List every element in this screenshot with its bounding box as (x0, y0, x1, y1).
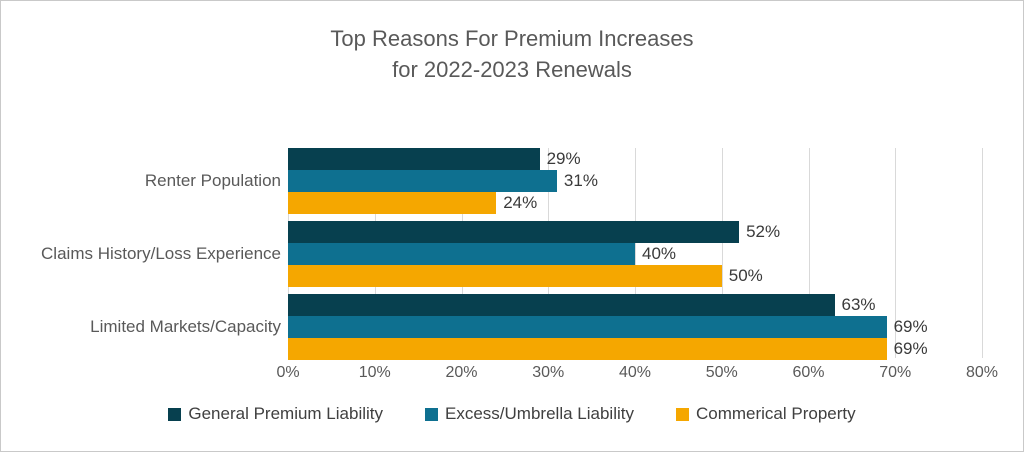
category-label: Claims History/Loss Experience (41, 244, 281, 263)
value-axis: 0% 10% 20% 30% 40% 50% 60% 70% 80% (276, 364, 998, 384)
chart-title-line-1: Top Reasons For Premium Increases (330, 26, 694, 51)
legend-swatch-icon (425, 407, 439, 421)
legend-swatch-icon (168, 407, 182, 421)
bar-1-2 (288, 221, 740, 243)
bar-3-2 (288, 265, 722, 287)
gridline (808, 148, 810, 358)
bar-data-label: 69% (893, 339, 928, 358)
legend-label: General Premium Liability (188, 404, 384, 423)
bar-data-label: 69% (893, 317, 928, 336)
category-label: Renter Population (144, 171, 281, 190)
gridline (895, 148, 897, 358)
legend-item: Commerical Property (675, 404, 856, 424)
bar-1-3 (288, 294, 835, 316)
bar-data-label: 29% (546, 149, 581, 168)
category-axis: Renter Population Claims History/Loss Exp… (1, 148, 281, 360)
legend: General Premium Liability Excess/Umbrella… (1, 404, 1023, 424)
x-axis-tick-label: 60% (792, 364, 825, 381)
legend-label: Excess/Umbrella Liability (445, 404, 634, 423)
bar-2-3 (288, 316, 887, 338)
bar-1-1 (288, 148, 540, 170)
gridline (635, 148, 636, 358)
x-axis-tick-label: 80% (965, 364, 999, 381)
x-axis-tick-label: 0% (276, 364, 300, 381)
bar-data-label: 63% (841, 295, 876, 314)
x-axis-tick-label: 10% (358, 364, 391, 381)
category-label: Limited Markets/Capacity (90, 317, 281, 336)
bar-data-label: 31% (563, 171, 598, 190)
plot-area: 29% 31% 24% 52% 40% 50% 63% 69% 69% (288, 148, 983, 360)
bar-data-label: 24% (503, 193, 538, 212)
bar-data-label: 50% (728, 266, 763, 285)
legend-label: Commerical Property (695, 404, 856, 423)
chart-title: Top Reasons For Premium Increases for 20… (1, 23, 1023, 85)
x-axis-tick-label: 20% (445, 364, 478, 381)
bar-2-1 (288, 170, 557, 192)
gridline (721, 148, 723, 358)
legend-item: Excess/Umbrella Liability (425, 404, 634, 424)
x-axis-tick-label: 50% (705, 364, 738, 381)
legend-swatch-icon (675, 407, 689, 421)
bar-3-3 (288, 338, 887, 360)
bar-data-label: 52% (746, 222, 781, 241)
bar-2-2 (288, 243, 635, 265)
x-axis-tick-label: 30% (532, 364, 565, 381)
legend-item: General Premium Liability (168, 404, 383, 424)
x-axis-tick-label: 70% (879, 364, 912, 381)
bar-data-label: 40% (642, 244, 677, 263)
bar-3-1 (288, 192, 497, 214)
gridline (982, 148, 983, 358)
chart-title-line-2: for 2022-2023 Renewals (392, 57, 632, 82)
x-axis-tick-label: 40% (618, 364, 652, 381)
